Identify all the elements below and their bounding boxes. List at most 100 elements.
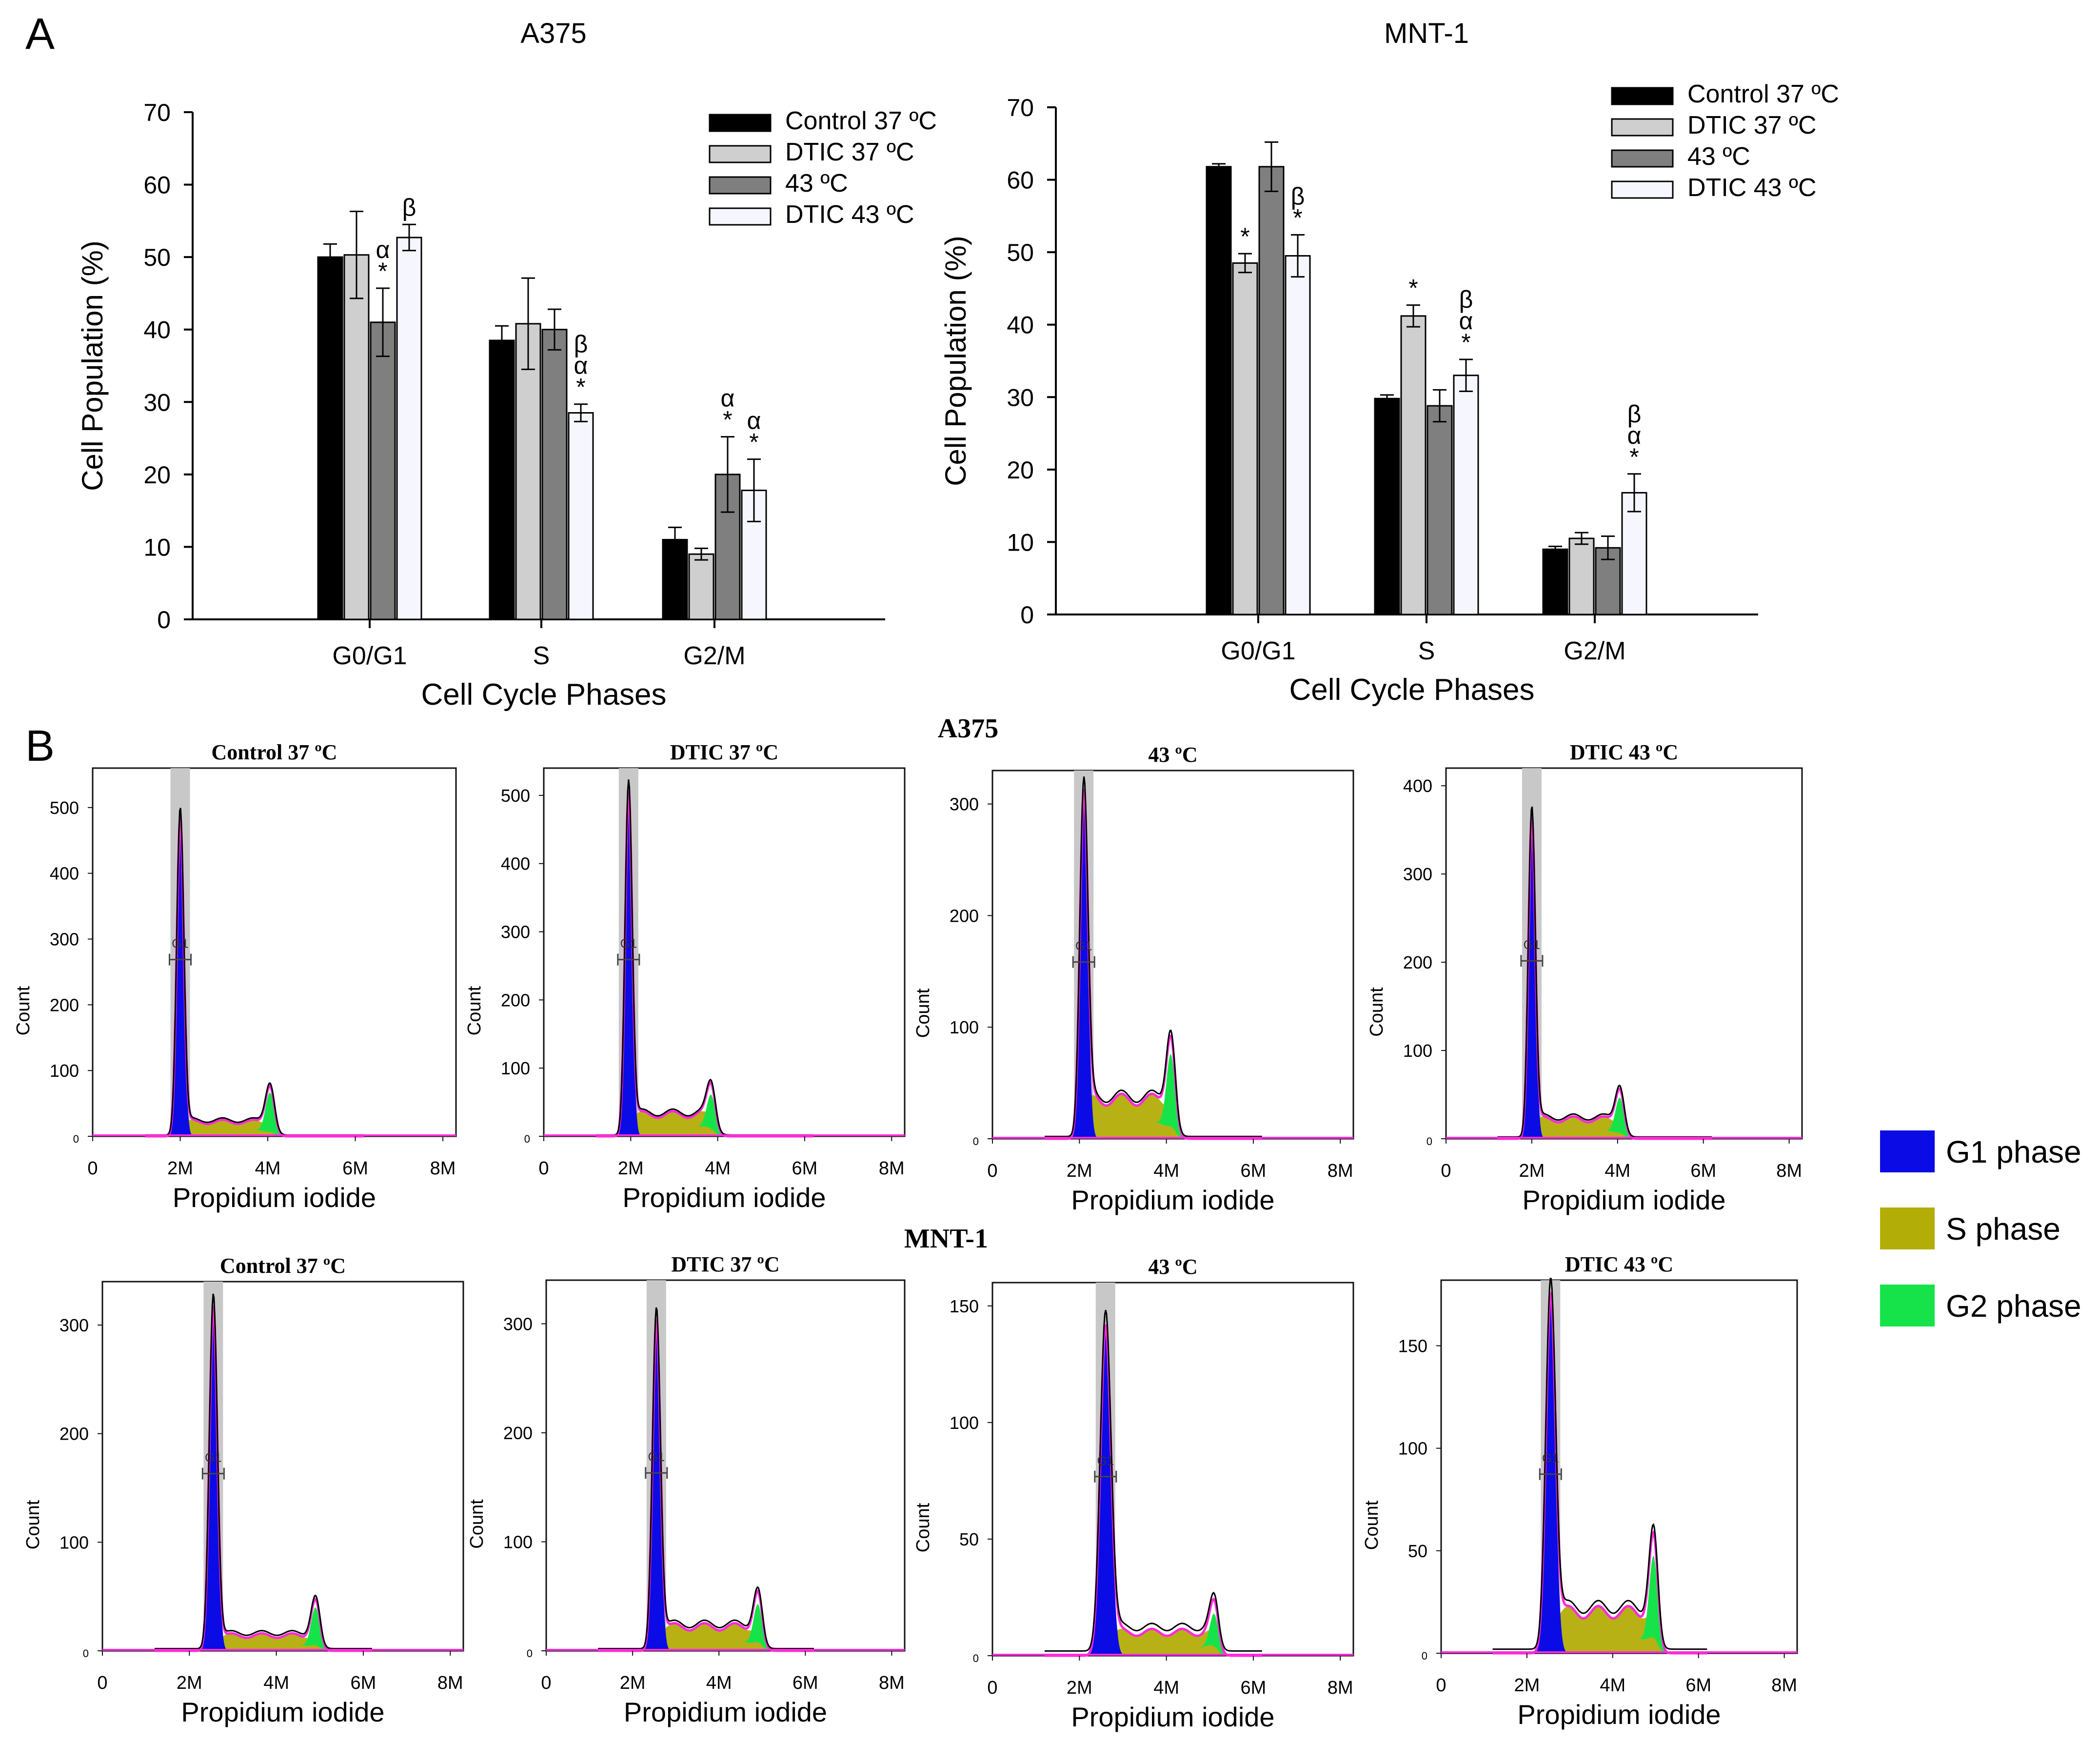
y-tick-label: 300 (501, 922, 530, 942)
bar-1-1 (1400, 315, 1426, 615)
legend-label: DTIC 43 ºC (785, 200, 914, 229)
bar-0-1 (489, 339, 515, 620)
plot-frame (1440, 1279, 1798, 1654)
y-tick-label: 200 (1403, 952, 1432, 972)
data-histogram-line (1492, 1277, 1707, 1650)
y-tick-label: 60 (143, 172, 171, 199)
phase-swatch-1 (1880, 1208, 1935, 1249)
g1-phase-area (1045, 1329, 1262, 1656)
significance-mark: * (576, 374, 585, 401)
bar-0-1 (1374, 397, 1400, 615)
y-axis-label: Count (467, 1499, 487, 1549)
x-tick-label: S (1418, 637, 1435, 665)
x-tick-label: 0 (1441, 1161, 1451, 1181)
y-tick-label: 0 (524, 1133, 530, 1145)
x-axis-label: Propidium iodide (1071, 1185, 1274, 1215)
bar-1-2 (1568, 537, 1595, 615)
y-axis-label: Count (1362, 1500, 1382, 1550)
legend-label: DTIC 43 ºC (1687, 174, 1817, 202)
y-tick-label: 70 (1007, 94, 1034, 121)
y-tick-label: 50 (143, 244, 171, 271)
y-tick-label: 50 (1408, 1541, 1427, 1561)
significance-mark: * (1629, 443, 1639, 471)
significance-mark: α (574, 352, 588, 379)
gate-label: G1 (1524, 937, 1541, 952)
plot-frame (92, 767, 457, 1137)
legend-swatch (1611, 87, 1674, 105)
plot-frame (991, 1282, 1354, 1657)
significance-mark: * (1293, 204, 1302, 231)
bar-3-1 (1453, 375, 1479, 615)
y-tick-label: 60 (1007, 167, 1034, 194)
gate-label: G1 (172, 936, 189, 951)
y-tick-label: 100 (503, 1532, 533, 1552)
y-tick-label: 400 (50, 864, 79, 884)
histogram-4: Control 37 ºC G1 0 100 200 300 Count 0 2M 4M 6M 8M P… (23, 1254, 464, 1727)
legend-swatch (709, 114, 772, 132)
y-tick-label: 40 (1007, 312, 1034, 339)
panel-label-b: B (25, 722, 55, 771)
bar-2-0 (370, 321, 396, 620)
histogram-title: DTIC 43 ºC (1570, 740, 1678, 764)
y-tick-label: 30 (1007, 384, 1034, 411)
significance-mark: β (1627, 400, 1642, 428)
y-tick-label: 300 (950, 794, 979, 814)
x-axis-label: Propidium iodide (624, 1697, 827, 1727)
bar-1-2 (688, 553, 714, 620)
bar-3-0 (396, 237, 422, 620)
g2-phase-area (598, 1604, 814, 1651)
x-tick-label: 0 (97, 1673, 107, 1693)
x-tick-label: 4M (263, 1673, 289, 1693)
histogram-3: DTIC 43 ºC G1 0 100 200 300 400 Count 0 2M 4M 6M 8M P… (1367, 740, 1803, 1215)
bar-3-1 (568, 412, 594, 620)
plot-frame (101, 1281, 464, 1652)
x-axis-label: Propidium iodide (1522, 1185, 1725, 1215)
chart-title: A375 (520, 18, 586, 49)
histogram-5: DTIC 37 ºC G1 0 100 200 300 Count 0 2M 4M 6M 8M Prop… (467, 1252, 906, 1727)
data-histogram-line (598, 1307, 814, 1649)
histogram-title: DTIC 37 ºC (670, 740, 778, 764)
y-tick-label: 0 (527, 1647, 533, 1660)
bar-3-2 (1621, 492, 1647, 615)
plot-frame (1445, 767, 1803, 1140)
y-tick-label: 0 (1422, 1650, 1427, 1662)
g2-phase-area (155, 1607, 372, 1651)
x-axis-label: Propidium iodide (622, 1182, 826, 1213)
s-phase-area (1497, 1116, 1712, 1139)
histogram-title: Control 37 ºC (211, 740, 337, 764)
y-tick-label: 100 (950, 1413, 979, 1433)
x-tick-label: 8M (1776, 1161, 1802, 1181)
histogram-0: Control 37 ºC G1 0 100 200 300 400 500 Count 0 2M 4… (13, 740, 457, 1213)
x-axis-label: Propidium iodide (1517, 1699, 1721, 1730)
data-histogram-line (1045, 1309, 1262, 1652)
x-tick-label: 4M (1605, 1161, 1630, 1181)
x-tick-label: 8M (1327, 1161, 1353, 1181)
legend-label: 43 ºC (785, 169, 848, 198)
x-tick-label: 4M (255, 1158, 281, 1179)
significance-mark: β (402, 194, 416, 221)
x-tick-label: 8M (430, 1158, 456, 1179)
y-axis-label: Count (464, 986, 485, 1035)
y-axis-label: Count (1367, 987, 1387, 1037)
y-tick-label: 200 (503, 1423, 533, 1443)
legend-swatch (709, 145, 772, 163)
plot-frame (543, 767, 906, 1137)
significance-mark: * (749, 429, 758, 456)
y-tick-label: 0 (1020, 601, 1034, 629)
phase-label-0: G1 phase (1946, 1134, 2081, 1169)
chart-title: MNT-1 (1384, 18, 1469, 49)
y-tick-label: 20 (1007, 456, 1034, 484)
significance-mark: * (1408, 275, 1418, 302)
legend-swatch (1611, 180, 1674, 199)
legend-label: DTIC 37 ºC (1687, 111, 1817, 139)
histogram-title: 43 ºC (1148, 1255, 1197, 1279)
x-tick-label: 8M (1771, 1675, 1797, 1696)
gate-label: G1 (1542, 1451, 1559, 1465)
y-tick-label: 0 (83, 1647, 89, 1660)
legend-swatch (709, 207, 772, 226)
s-phase-area (145, 1119, 364, 1136)
x-tick-label: 6M (1241, 1678, 1267, 1698)
legend-swatch (709, 176, 772, 195)
y-tick-label: 200 (59, 1424, 89, 1444)
